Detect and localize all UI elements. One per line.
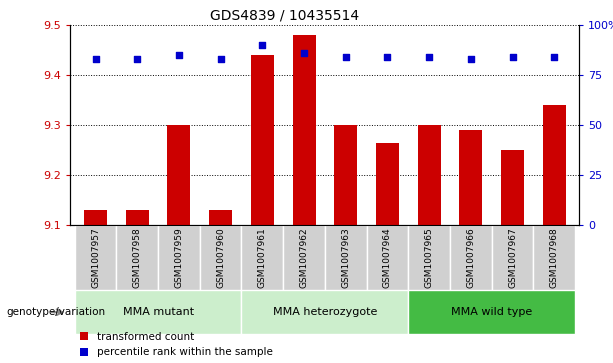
Text: GSM1007967: GSM1007967 [508,228,517,289]
Point [424,54,434,60]
Text: GSM1007962: GSM1007962 [300,228,308,288]
Bar [543,105,566,225]
Bar [292,36,316,225]
Point [132,56,142,62]
Text: GSM1007958: GSM1007958 [133,228,142,289]
Text: MMA mutant: MMA mutant [123,307,194,317]
Text: GSM1007966: GSM1007966 [466,228,475,289]
Point [383,54,392,60]
Bar [376,143,399,225]
Text: GSM1007965: GSM1007965 [425,228,433,289]
Point [466,56,476,62]
Bar [242,225,283,290]
Bar [242,290,408,334]
Bar [283,225,325,290]
Point [341,54,351,60]
Point [549,54,559,60]
Bar [417,125,441,225]
Bar [367,225,408,290]
Bar [126,210,149,225]
Point [216,56,226,62]
Text: GSM1007961: GSM1007961 [258,228,267,289]
Bar [408,225,450,290]
Bar [200,225,242,290]
Bar [158,225,200,290]
Text: GSM1007959: GSM1007959 [175,228,183,289]
Bar [251,56,274,225]
Bar [75,225,116,290]
Bar [325,225,367,290]
Text: GSM1007964: GSM1007964 [383,228,392,288]
Text: GSM1007963: GSM1007963 [341,228,350,289]
Bar [459,130,482,225]
Bar [84,210,107,225]
Text: GSM1007960: GSM1007960 [216,228,225,289]
Point [91,56,101,62]
Point [299,50,309,56]
Bar [116,225,158,290]
Bar [492,225,533,290]
Legend: transformed count, percentile rank within the sample: transformed count, percentile rank withi… [75,328,276,362]
Text: MMA heterozygote: MMA heterozygote [273,307,377,317]
Point [257,42,267,48]
Bar [450,225,492,290]
Bar [75,290,242,334]
Text: GSM1007957: GSM1007957 [91,228,100,289]
Bar [408,290,575,334]
Bar [533,225,575,290]
Text: MMA wild type: MMA wild type [451,307,532,317]
Text: genotype/variation: genotype/variation [6,307,105,317]
Point [508,54,517,60]
Bar [334,125,357,225]
Bar [209,210,232,225]
Text: GSM1007968: GSM1007968 [550,228,559,289]
Point [174,52,184,58]
Title: GDS4839 / 10435514: GDS4839 / 10435514 [210,9,359,23]
Bar [501,150,524,225]
Bar [167,125,191,225]
